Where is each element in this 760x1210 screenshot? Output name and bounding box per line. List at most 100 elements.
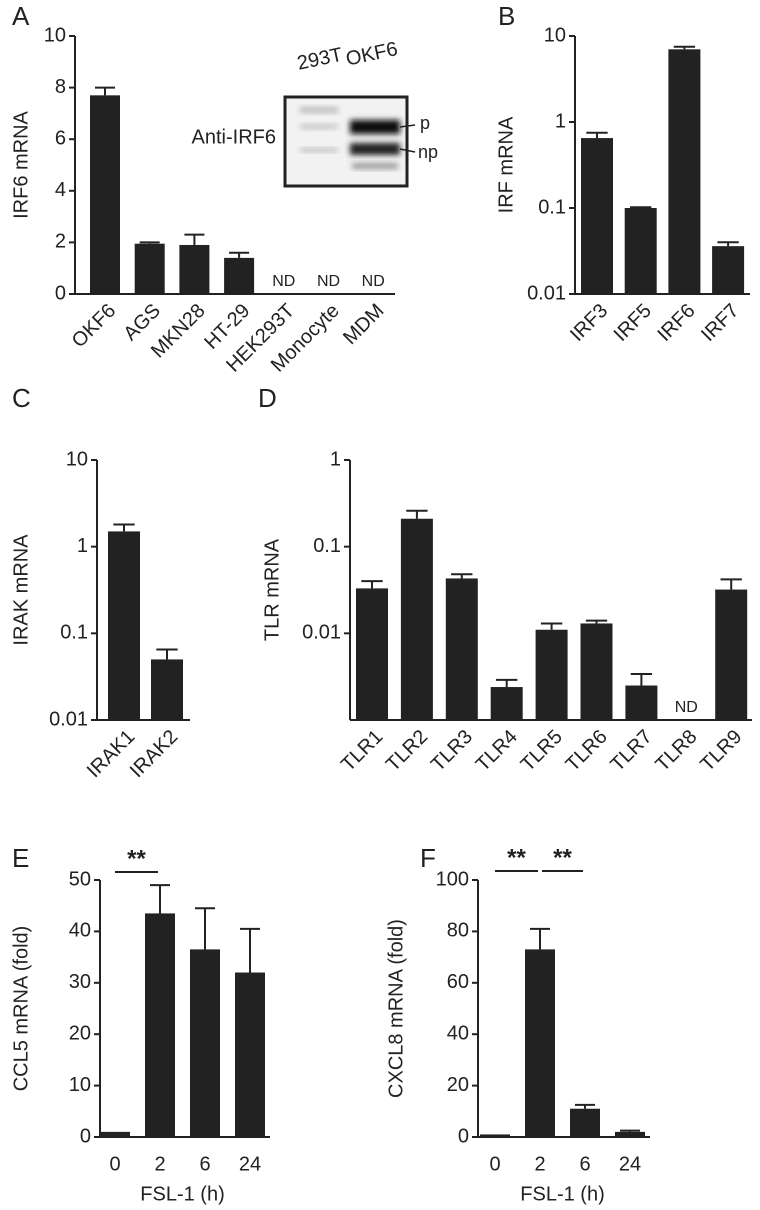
bar: [570, 1108, 600, 1137]
bar: [581, 138, 613, 294]
bar: [100, 1131, 130, 1137]
x-tick-label: TLR2: [382, 726, 432, 776]
x-tick-label: TLR7: [607, 726, 657, 776]
significance-label: **: [553, 844, 572, 871]
x-tick-label: TLR9: [696, 726, 746, 776]
x-tick-label: TLR1: [337, 726, 387, 776]
x-tick-label: TLR4: [472, 726, 522, 776]
bar: [151, 659, 183, 720]
y-axis-label: IRAK mRNA: [10, 534, 32, 646]
x-tick-label: IRF7: [697, 300, 743, 346]
x-tick-label: IRF5: [610, 300, 656, 346]
panel-letter: B: [498, 1, 515, 31]
bar: [224, 257, 255, 294]
panel-letter: F: [420, 843, 436, 873]
panel-letter: A: [12, 1, 30, 31]
x-tick-label: TLR3: [427, 726, 477, 776]
x-axis-label: FSL-1 (h): [520, 1183, 604, 1205]
y-tick-label: 1: [77, 535, 88, 557]
x-tick-label: TLR8: [651, 726, 701, 776]
value-label: ND: [675, 699, 698, 716]
lane-label: OKF6: [344, 38, 400, 70]
band-label: np: [418, 142, 438, 162]
y-tick-label: 100: [436, 868, 469, 890]
bar: [668, 49, 701, 295]
value-label: ND: [317, 273, 340, 290]
x-tick-label: 6: [579, 1153, 590, 1175]
x-tick-label: IRF6: [653, 300, 699, 346]
y-axis-label: IRF6 mRNA: [10, 110, 32, 218]
blot: [283, 95, 416, 188]
x-tick-label: TLR5: [517, 726, 567, 776]
bar: [108, 531, 140, 720]
blot-band: [300, 124, 338, 129]
y-tick-label: 0: [458, 1125, 469, 1147]
blot-band: [300, 107, 338, 113]
y-tick-label: 50: [69, 868, 91, 890]
bar: [525, 949, 555, 1137]
y-tick-label: 1: [555, 110, 566, 132]
y-tick-label: 40: [69, 920, 91, 942]
panel-letter: D: [258, 383, 277, 413]
band-pointer: [399, 124, 416, 128]
y-tick-label: 10: [544, 24, 566, 46]
blot-band: [300, 148, 338, 152]
bar: [145, 913, 175, 1137]
value-label: ND: [362, 273, 385, 290]
y-tick-label: 60: [447, 971, 469, 993]
bar: [179, 244, 210, 294]
panel-letter: C: [12, 383, 31, 413]
bar: [490, 687, 523, 720]
x-tick-label: 6: [199, 1153, 210, 1175]
x-tick-label: MDM: [339, 300, 388, 349]
x-axis-label: FSL-1 (h): [140, 1183, 224, 1205]
y-tick-label: 6: [55, 127, 66, 149]
blot-band: [350, 143, 400, 155]
y-tick-label: 30: [69, 971, 91, 993]
y-tick-label: 8: [55, 76, 66, 98]
y-tick-label: 10: [66, 448, 88, 470]
y-tick-label: 2: [55, 231, 66, 253]
bar: [190, 949, 220, 1137]
y-tick-label: 0.1: [313, 535, 341, 557]
bar: [356, 588, 388, 720]
significance-label: **: [127, 845, 146, 872]
y-axis-label: IRF mRNA: [495, 116, 517, 213]
x-tick-label: IRAK2: [126, 726, 182, 782]
y-tick-label: 0.1: [60, 622, 88, 644]
bar: [625, 685, 658, 720]
bar: [712, 246, 745, 294]
lane-label: 293T: [295, 44, 344, 75]
significance-label: **: [507, 844, 526, 871]
x-tick-label: 0: [489, 1153, 500, 1175]
y-axis-label: TLR mRNA: [261, 538, 283, 641]
y-tick-label: 1: [330, 448, 341, 470]
band-label: p: [420, 113, 430, 133]
bar: [235, 972, 265, 1137]
bar: [715, 589, 748, 720]
x-tick-label: 24: [239, 1153, 261, 1175]
bar: [90, 95, 120, 294]
y-tick-label: 20: [447, 1074, 469, 1096]
y-tick-label: 80: [447, 920, 469, 942]
antibody-label: Anti-IRF6: [192, 126, 276, 148]
blot-band: [350, 120, 400, 134]
bar: [615, 1131, 645, 1137]
y-tick-label: 10: [69, 1074, 91, 1096]
bar: [480, 1134, 510, 1137]
y-tick-label: 0.01: [49, 708, 88, 730]
x-tick-label: 0: [109, 1153, 120, 1175]
x-tick-label: 2: [154, 1153, 165, 1175]
blot-band: [352, 163, 398, 169]
x-tick-label: TLR6: [562, 726, 612, 776]
band-pointer: [399, 148, 416, 153]
bar: [134, 243, 165, 294]
y-tick-label: 40: [447, 1022, 469, 1044]
y-axis-label: CCL5 mRNA (fold): [10, 926, 32, 1092]
bar: [535, 629, 568, 720]
y-tick-label: 4: [55, 179, 66, 201]
y-tick-label: 20: [69, 1022, 91, 1044]
y-tick-label: 0: [80, 1125, 91, 1147]
